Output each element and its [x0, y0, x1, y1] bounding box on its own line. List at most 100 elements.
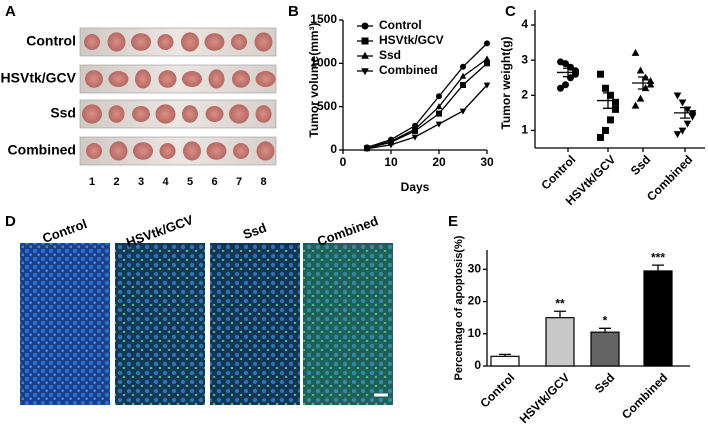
green-signal — [303, 243, 393, 405]
legend-label: HSVtk/GCV — [379, 33, 444, 47]
tumor — [82, 104, 102, 124]
marker — [678, 99, 687, 107]
legend-marker — [361, 22, 369, 30]
legend-marker — [361, 68, 369, 76]
x-tick-label: Combined — [619, 370, 670, 421]
error-bar — [652, 264, 664, 271]
tumor — [204, 33, 225, 51]
marker — [688, 113, 697, 121]
marker — [435, 103, 443, 110]
tumor — [182, 105, 198, 123]
y-tick-label: 3 — [521, 52, 528, 66]
legend-marker — [361, 37, 369, 45]
marker — [673, 92, 682, 100]
y-tick-label: 10 — [468, 326, 482, 340]
significance-label: *** — [651, 250, 665, 264]
tumor — [108, 71, 129, 87]
marker — [602, 126, 609, 134]
photo-row-label: Ssd — [50, 105, 76, 121]
error-bar — [554, 310, 566, 318]
photo-row-label: Combined — [8, 142, 76, 158]
y-tick-label: 4 — [521, 17, 528, 31]
tumor — [131, 33, 151, 51]
marker — [607, 91, 614, 99]
marker — [631, 48, 640, 56]
tumor — [85, 70, 103, 88]
tumor — [254, 32, 273, 52]
x-tick-label: Control — [538, 152, 578, 192]
legend-marker — [361, 51, 369, 59]
legend-label: Control — [379, 18, 422, 32]
marker — [363, 146, 371, 153]
series-line — [366, 84, 488, 150]
tumor — [86, 143, 102, 159]
x-tick-label: HSVtk/GCV — [517, 370, 573, 425]
tumor — [183, 141, 201, 161]
marker — [411, 134, 419, 141]
error-bar — [603, 92, 613, 109]
x-tick-label: 0 — [340, 155, 347, 169]
marker — [484, 40, 490, 47]
photo-column-label: 3 — [138, 176, 144, 188]
tumor — [231, 34, 247, 50]
panel-letter: E — [448, 213, 458, 230]
panel-letter: B — [288, 3, 299, 20]
marker — [460, 82, 466, 88]
marker — [602, 84, 609, 92]
y-tick-label: 1 — [521, 123, 528, 137]
marker — [597, 70, 604, 78]
series-line — [366, 58, 488, 149]
error-bar — [563, 67, 573, 78]
x-tick-label: 10 — [384, 155, 398, 169]
image-label: Ssd — [241, 220, 269, 242]
photo-column-label: 2 — [113, 176, 119, 188]
significance-label: * — [603, 313, 608, 327]
y-axis-label: Tumor weight(g) — [499, 36, 513, 129]
tumor — [256, 141, 275, 161]
marker — [646, 77, 655, 85]
tumor — [107, 32, 126, 52]
tumor — [182, 71, 202, 87]
marker — [436, 110, 442, 117]
image-label: Control — [40, 216, 89, 246]
y-axis-label: Percentage of apoptosis(%) — [453, 235, 465, 380]
y-tick-label: 1500 — [310, 12, 337, 26]
tumor — [158, 70, 177, 88]
y-tick-label: 2 — [521, 87, 528, 101]
tumor — [255, 105, 272, 123]
marker — [683, 120, 692, 128]
x-tick-label: Ssd — [592, 370, 617, 395]
marker — [567, 63, 574, 71]
y-tick-label: 0 — [330, 142, 337, 156]
error-bar — [599, 327, 611, 333]
tumor — [109, 141, 128, 161]
marker — [459, 72, 467, 79]
x-axis-label: Days — [401, 180, 430, 194]
marker — [435, 121, 443, 128]
fluorescence-image — [115, 243, 205, 405]
tumor — [232, 70, 250, 88]
marker — [673, 131, 682, 139]
photo-column-label: 1 — [89, 176, 95, 188]
x-tick-label: Combined — [644, 152, 695, 203]
series-line — [366, 42, 488, 149]
photo-column-label: 4 — [162, 176, 169, 188]
tumor — [84, 34, 100, 50]
tumor — [135, 69, 151, 89]
marker — [483, 55, 491, 62]
marker — [597, 133, 604, 141]
green-signal — [115, 243, 205, 405]
error-bar — [638, 76, 648, 90]
error-bar — [680, 106, 690, 119]
tumor — [208, 69, 225, 89]
fluorescence-image — [303, 243, 393, 405]
significance-label: ** — [555, 296, 565, 310]
y-tick-label: 1000 — [310, 56, 337, 70]
x-tick-label: Control — [477, 370, 517, 410]
tumor — [233, 143, 249, 159]
marker — [483, 82, 491, 89]
x-tick-label: 30 — [480, 155, 494, 169]
marker — [612, 105, 619, 113]
x-tick-label: 20 — [432, 155, 446, 169]
marker — [460, 63, 466, 70]
